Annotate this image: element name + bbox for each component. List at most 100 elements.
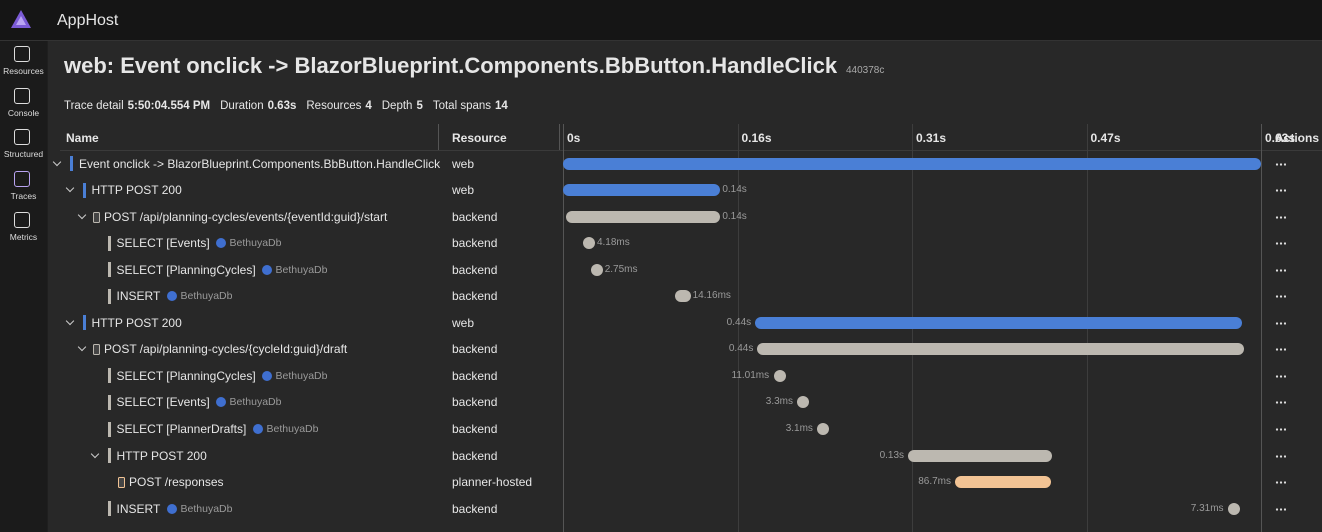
span-name[interactable]: POST /responses	[129, 475, 224, 490]
summary-label: Trace detail	[64, 100, 124, 112]
span-bar[interactable]	[563, 184, 721, 197]
db-icon	[166, 503, 177, 514]
span-name[interactable]: SELECT [PlanningCycles]	[116, 262, 256, 277]
top-bar: AppHost	[0, 0, 1322, 41]
actions-menu[interactable]	[1275, 428, 1286, 431]
span-name[interactable]: SELECT [Events]	[116, 236, 210, 251]
nav-label[interactable]: Resources	[3, 66, 44, 76]
resource: web	[452, 315, 475, 330]
summary-label: Total spans	[432, 100, 492, 112]
resource-bar	[107, 288, 111, 304]
grid-line	[563, 124, 564, 532]
app-title: AppHost	[57, 12, 119, 29]
span-name[interactable]: SELECT [PlannerDrafts]	[116, 422, 247, 436]
span-bar[interactable]	[907, 449, 1052, 462]
resource: backend	[452, 501, 498, 516]
server-icon	[118, 477, 125, 489]
actions-menu[interactable]	[1275, 321, 1286, 325]
nav-label[interactable]: Metrics	[9, 232, 38, 242]
db-name: BethuyaDb	[229, 237, 282, 250]
span-bar[interactable]	[773, 369, 786, 382]
summary-label: Resources	[306, 100, 362, 112]
actions-menu[interactable]	[1275, 162, 1286, 166]
span-bar[interactable]	[674, 290, 691, 303]
span-name[interactable]: HTTP POST 200	[91, 315, 182, 330]
actions-menu[interactable]	[1275, 454, 1286, 458]
nav-icon[interactable]	[14, 170, 30, 187]
actions-menu[interactable]	[1275, 374, 1286, 378]
span-name[interactable]: Event onclick -> BlazorBlueprint.Compone…	[79, 156, 441, 171]
db-name: BethuyaDb	[180, 290, 233, 303]
summary-value: 14	[495, 100, 508, 112]
time-tick-label: 0.63s	[1265, 131, 1296, 145]
span-name[interactable]: INSERT	[116, 289, 161, 304]
nav-icon[interactable]	[14, 87, 30, 104]
span-bar[interactable]	[563, 157, 1261, 170]
span-name[interactable]: SELECT [PlanningCycles]	[116, 368, 256, 383]
resource: backend	[452, 209, 498, 224]
resource: backend	[452, 262, 498, 277]
span-bar[interactable]	[816, 423, 829, 435]
duration-label: 11.01ms	[731, 369, 770, 381]
summary-item: Total spans 14	[433, 100, 508, 112]
db-name: BethuyaDb	[275, 369, 328, 382]
actions-menu[interactable]	[1275, 348, 1286, 352]
span-bar[interactable]	[582, 237, 595, 250]
span-bar[interactable]	[796, 396, 809, 409]
summary-item: Depth 5	[382, 100, 423, 112]
nav-icon[interactable]	[14, 212, 30, 228]
resource-bar	[107, 394, 111, 410]
column-header: Actions	[1275, 131, 1320, 145]
column-header: Name	[66, 131, 99, 145]
db-icon	[252, 424, 263, 434]
db-icon	[261, 264, 272, 275]
span-bar[interactable]	[590, 263, 603, 276]
server-icon	[93, 344, 100, 356]
resource-bar	[82, 315, 86, 331]
resource-bar	[107, 501, 111, 517]
actions-menu[interactable]	[1275, 242, 1286, 246]
nav-icon[interactable]	[14, 129, 30, 145]
actions-menu[interactable]	[1275, 189, 1286, 193]
resource-bar	[70, 156, 73, 171]
span-bar[interactable]	[566, 210, 721, 223]
span-bar[interactable]	[1227, 502, 1240, 515]
resource: planner-hosted	[452, 475, 533, 490]
server-icon	[93, 211, 100, 223]
span-name[interactable]: HTTP POST 200	[116, 448, 207, 463]
span-bar[interactable]	[955, 476, 1052, 489]
summary-label: Depth	[381, 100, 413, 112]
time-tick-label: 0.47s	[1090, 131, 1121, 145]
resource-bar	[107, 368, 111, 384]
span-name[interactable]: POST /api/planning-cycles/{cycleId:guid}…	[104, 342, 348, 357]
resource: backend	[452, 422, 498, 436]
nav-label[interactable]: Traces	[10, 190, 37, 201]
db-name: BethuyaDb	[266, 423, 319, 435]
span-name[interactable]: SELECT [Events]	[116, 395, 210, 410]
time-tick-label: 0.16s	[741, 131, 772, 145]
resource-bar	[107, 421, 111, 437]
span-bar[interactable]	[754, 316, 1243, 329]
span-name[interactable]: POST /api/planning-cycles/events/{eventI…	[104, 209, 388, 224]
db-icon	[215, 397, 226, 408]
summary: Trace detail 5:50:04.554 PM Duration 0.63s R…	[64, 100, 518, 112]
actions-menu[interactable]	[1275, 507, 1286, 511]
actions-menu[interactable]	[1275, 268, 1286, 272]
span-name[interactable]: HTTP POST 200	[91, 183, 182, 198]
resource-bar	[107, 262, 111, 278]
nav-label[interactable]: Console	[7, 107, 40, 118]
actions-menu[interactable]	[1275, 401, 1286, 405]
column-header: Resource	[452, 131, 507, 145]
actions-menu[interactable]	[1275, 481, 1286, 485]
resource-bar	[107, 448, 111, 464]
actions-menu[interactable]	[1275, 215, 1286, 219]
duration-label: 0.14s	[722, 210, 747, 222]
nav-label[interactable]: Structured	[3, 149, 44, 159]
span-name[interactable]: INSERT	[116, 501, 161, 516]
resource: backend	[452, 236, 498, 251]
span-bar[interactable]	[756, 343, 1245, 356]
summary-label: Duration	[220, 100, 264, 112]
time-tick-label: 0.31s	[916, 131, 947, 145]
actions-menu[interactable]	[1275, 295, 1286, 299]
nav-icon[interactable]	[14, 46, 30, 62]
